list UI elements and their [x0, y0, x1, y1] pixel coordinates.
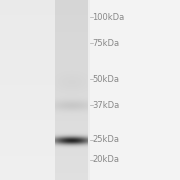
- Text: 37kDa: 37kDa: [92, 100, 119, 109]
- Text: 50kDa: 50kDa: [92, 75, 119, 84]
- Text: 75kDa: 75kDa: [92, 39, 119, 48]
- Text: 20kDa: 20kDa: [92, 156, 119, 165]
- Text: 25kDa: 25kDa: [92, 136, 119, 145]
- Text: 100kDa: 100kDa: [92, 12, 124, 21]
